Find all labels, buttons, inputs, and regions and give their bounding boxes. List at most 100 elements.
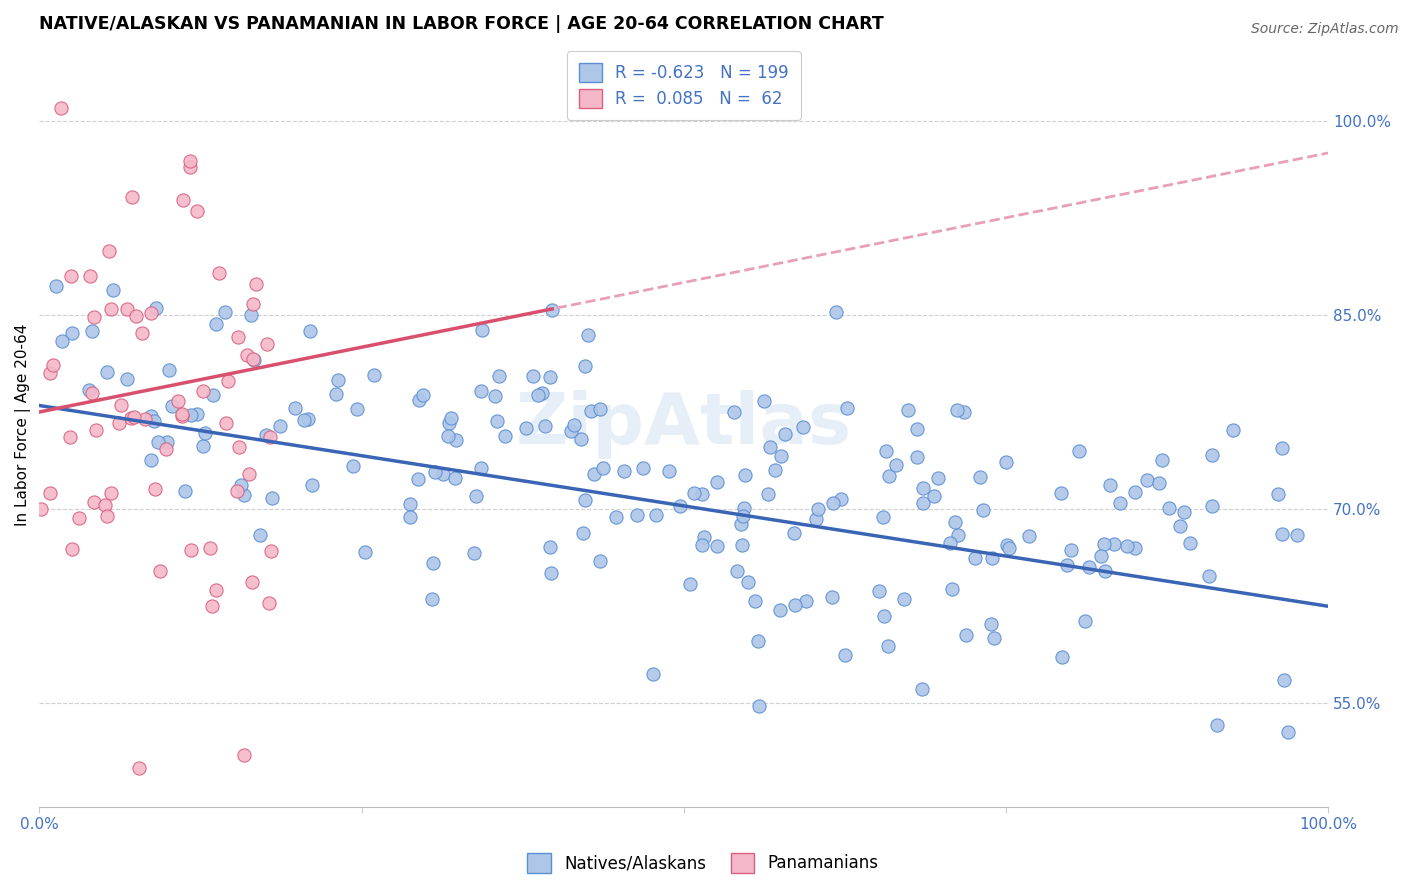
- Point: [540, 566, 562, 581]
- Point: [830, 491, 852, 506]
- Point: [228, 440, 250, 454]
- Point: [170, 407, 193, 421]
- Point: [82, 324, 104, 338]
- Point: [205, 317, 228, 331]
- Point: [260, 544, 283, 558]
- Point: [1018, 529, 1040, 543]
- Point: [1123, 485, 1146, 500]
- Point: [1069, 443, 1091, 458]
- Point: [422, 592, 444, 607]
- Point: [1090, 549, 1112, 564]
- Point: [560, 424, 582, 438]
- Point: [120, 410, 142, 425]
- Point: [198, 541, 221, 556]
- Point: [406, 472, 429, 486]
- Point: [807, 501, 830, 516]
- Point: [143, 414, 166, 428]
- Point: [186, 204, 208, 219]
- Point: [238, 467, 260, 482]
- Point: [249, 527, 271, 541]
- Point: [83, 310, 105, 324]
- Point: [325, 387, 347, 401]
- Point: [292, 412, 315, 426]
- Point: [128, 761, 150, 775]
- Point: [100, 301, 122, 316]
- Point: [873, 609, 896, 624]
- Point: [1102, 537, 1125, 551]
- Point: [1077, 559, 1099, 574]
- Point: [100, 486, 122, 500]
- Point: [679, 576, 702, 591]
- Point: [139, 306, 162, 320]
- Point: [240, 575, 263, 590]
- Point: [583, 467, 606, 481]
- Point: [706, 539, 728, 553]
- Point: [1222, 423, 1244, 437]
- Point: [170, 409, 193, 424]
- Point: [963, 550, 986, 565]
- Point: [96, 365, 118, 379]
- Point: [484, 389, 506, 403]
- Point: [143, 483, 166, 497]
- Point: [97, 244, 120, 258]
- Point: [783, 526, 806, 541]
- Point: [141, 452, 163, 467]
- Point: [1123, 541, 1146, 556]
- Point: [946, 528, 969, 542]
- Point: [363, 368, 385, 382]
- Point: [527, 388, 550, 402]
- Point: [579, 404, 602, 418]
- Point: [969, 470, 991, 484]
- Point: [794, 594, 817, 608]
- Point: [172, 193, 194, 207]
- Point: [59, 268, 82, 283]
- Point: [93, 498, 115, 512]
- Point: [945, 515, 967, 529]
- Point: [470, 460, 492, 475]
- Point: [1168, 518, 1191, 533]
- Point: [823, 496, 845, 510]
- Y-axis label: In Labor Force | Age 20-64: In Labor Force | Age 20-64: [15, 324, 31, 526]
- Point: [84, 423, 107, 437]
- Point: [110, 398, 132, 412]
- Point: [145, 301, 167, 316]
- Point: [876, 640, 898, 654]
- Point: [77, 384, 100, 398]
- Point: [574, 359, 596, 373]
- Point: [692, 537, 714, 551]
- Point: [972, 503, 994, 517]
- Point: [115, 302, 138, 317]
- Point: [769, 449, 792, 463]
- Point: [995, 538, 1018, 552]
- Point: [186, 407, 208, 421]
- Point: [515, 421, 537, 435]
- Point: [83, 495, 105, 509]
- Point: [980, 551, 1002, 566]
- Point: [399, 509, 422, 524]
- Point: [592, 461, 614, 475]
- Point: [1050, 486, 1073, 500]
- Point: [922, 489, 945, 503]
- Point: [41, 358, 63, 372]
- Point: [643, 667, 665, 681]
- Point: [756, 487, 779, 501]
- Point: [868, 584, 890, 599]
- Point: [994, 455, 1017, 469]
- Point: [731, 538, 754, 552]
- Point: [121, 190, 143, 204]
- Point: [748, 698, 770, 713]
- Point: [562, 418, 585, 433]
- Point: [437, 429, 460, 443]
- Point: [148, 435, 170, 450]
- Point: [1198, 568, 1220, 582]
- Point: [1147, 476, 1170, 491]
- Point: [938, 535, 960, 549]
- Point: [747, 634, 769, 648]
- Point: [534, 418, 557, 433]
- Point: [242, 297, 264, 311]
- Point: [242, 352, 264, 367]
- Point: [730, 516, 752, 531]
- Point: [1201, 499, 1223, 513]
- Point: [108, 416, 131, 430]
- Point: [80, 385, 103, 400]
